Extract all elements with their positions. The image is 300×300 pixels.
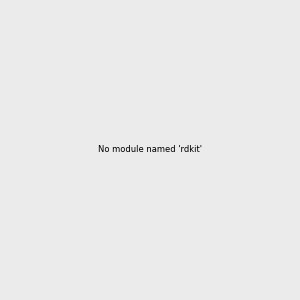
Text: No module named 'rdkit': No module named 'rdkit': [98, 146, 202, 154]
